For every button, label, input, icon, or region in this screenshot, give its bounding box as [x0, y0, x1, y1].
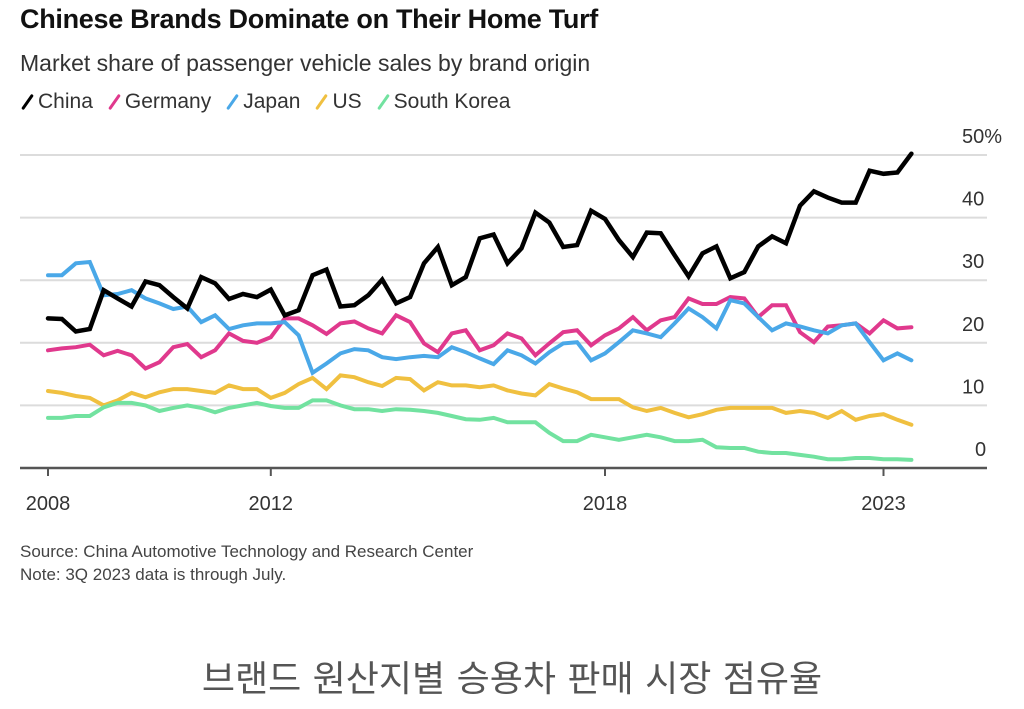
- y-axis-labels: 0 10 20 30 40 50%: [962, 126, 1002, 461]
- series-line-us: [46, 373, 914, 427]
- legend-label-germany: Germany: [124, 90, 212, 113]
- series-lines: [45, 151, 914, 462]
- source-note: Source: China Automotive Technology and …: [20, 542, 474, 561]
- chart-subtitle: Market share of passenger vehicle sales …: [20, 50, 591, 76]
- chart-title: Chinese Brands Dominate on Their Home Tu…: [20, 4, 598, 34]
- x-tick-label: 2018: [583, 493, 628, 515]
- x-tick-label: 2008: [26, 493, 71, 515]
- legend-item-japan: Japan: [225, 90, 300, 114]
- x-tick-label: 2023: [861, 493, 906, 515]
- legend-item-china: China: [20, 90, 93, 114]
- data-note: Note: 3Q 2023 data is through July.: [20, 565, 287, 584]
- legend-item-us: US: [314, 90, 362, 114]
- legend-item-germany: Germany: [107, 90, 211, 114]
- y-tick-label: 10: [962, 376, 984, 398]
- y-tick-label: 50%: [962, 126, 1002, 148]
- legend-swatch-us: [315, 93, 329, 111]
- line-chart: 2008 2012 2018 2023 0 10 20 30 40 50%: [20, 126, 1002, 515]
- legend-item-south-korea: South Korea: [376, 90, 511, 114]
- legend-swatch-germany: [107, 93, 121, 111]
- legend-label-japan: Japan: [243, 90, 301, 113]
- y-tick-label: 40: [962, 189, 984, 211]
- legend-label-south-korea: South Korea: [393, 90, 511, 113]
- series-line-germany: [46, 295, 914, 371]
- x-tick-label: 2012: [249, 493, 294, 515]
- legend: China Germany Japan US South Korea: [20, 90, 524, 114]
- series-line-china: [45, 151, 914, 334]
- x-axis: 2008 2012 2018 2023: [20, 466, 987, 515]
- series-line-japan: [46, 259, 914, 376]
- legend-swatch-japan: [226, 93, 240, 111]
- y-tick-label: 30: [962, 251, 984, 273]
- y-tick-label: 20: [962, 314, 984, 336]
- legend-label-china: China: [38, 90, 93, 113]
- y-tick-label: 0: [975, 439, 986, 461]
- chart-notes: Source: China Automotive Technology and …: [20, 540, 473, 586]
- korean-caption: 브랜드 원산지별 승용차 판매 시장 점유율: [201, 659, 823, 700]
- gridlines: [20, 154, 987, 407]
- legend-label-us: US: [332, 90, 362, 113]
- legend-swatch-south-korea: [376, 93, 390, 111]
- series-line-south-korea: [46, 398, 914, 462]
- legend-swatch-china: [21, 93, 34, 111]
